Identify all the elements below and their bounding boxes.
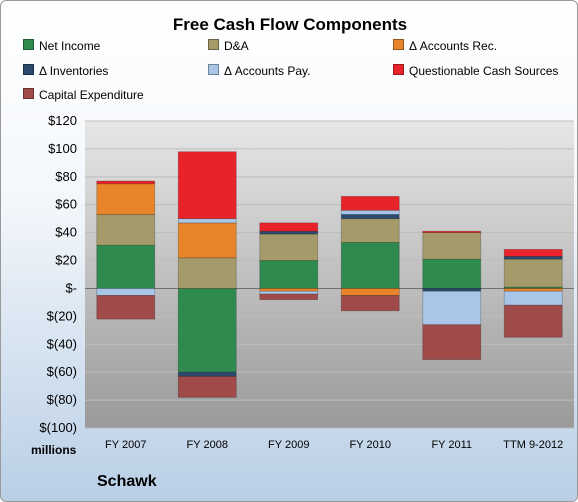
y-tick-label: $-: [65, 280, 77, 295]
bar-segment: [503, 248, 563, 257]
bar-segment: [340, 288, 400, 296]
bar-segment: [177, 151, 237, 220]
bar-segment: [503, 288, 563, 292]
x-tick-label: FY 2007: [105, 439, 146, 451]
bar-segment: [259, 260, 319, 289]
y-tick-label: $(40): [47, 336, 77, 351]
legend-label: Net Income: [39, 39, 101, 53]
bar-segment: [96, 288, 156, 296]
bar-segment: [177, 375, 237, 398]
bar-segment: [340, 195, 400, 211]
bar-segment: [177, 257, 237, 289]
bar-segment: [340, 218, 400, 243]
bar-segment: [96, 244, 156, 289]
bar-segment: [259, 288, 319, 292]
bar-segment: [96, 183, 156, 215]
x-tick-label: FY 2010: [350, 439, 391, 451]
plot-area: [85, 121, 574, 428]
bar-segment: [503, 290, 563, 306]
legend-label: Δ Accounts Rec.: [409, 39, 498, 53]
bar-segment: [422, 230, 482, 234]
chart-title: Free Cash Flow Components: [172, 15, 408, 34]
legend-swatch: [23, 64, 34, 75]
bar-segment: [96, 295, 156, 320]
legend-swatch: [23, 88, 34, 99]
y-tick-label: $(100): [39, 420, 77, 435]
bar-segment: [96, 180, 156, 185]
bar-segment: [503, 304, 563, 338]
legend-label: Capital Expenditure: [39, 88, 144, 102]
bar-segment: [259, 233, 319, 261]
bar-segment: [177, 222, 237, 259]
y-tick-label: $(20): [47, 308, 77, 323]
legend-item-da: D&A: [208, 39, 249, 53]
x-tick-label: FY 2011: [431, 439, 472, 451]
legend-item-accounts-pay: Δ Accounts Pay.: [208, 64, 311, 78]
y-tick-label: $(60): [47, 364, 77, 379]
bar-segment: [340, 295, 400, 312]
y-axis-unit-label: millions: [31, 443, 77, 457]
bar-segment: [340, 214, 400, 220]
bar-segment: [259, 293, 319, 301]
company-name: Schawk: [97, 473, 157, 490]
x-tick-label: FY 2009: [268, 439, 309, 451]
legend-label: Questionable Cash Sources: [409, 64, 559, 78]
bar-segment: [422, 288, 482, 292]
bar-segment: [259, 230, 319, 235]
legend-item-capex: Capital Expenditure: [23, 88, 144, 102]
bar-segment: [422, 290, 482, 326]
y-tick-label: $80: [55, 169, 77, 184]
legend-label: Δ Inventories: [39, 64, 109, 78]
legend-swatch: [393, 64, 404, 75]
bar-segment: [422, 258, 482, 289]
bar-segment: [259, 222, 319, 232]
bar-segment: [503, 255, 563, 260]
y-tick-label: $100: [48, 141, 77, 156]
chart-plot: $120 $100 $80 $60 $40 $20 $- $(20) $(40) $(60) $(8…: [39, 113, 574, 451]
legend-item-net-income: Net Income: [23, 39, 100, 53]
legend-swatch: [23, 39, 34, 50]
bar-segment: [177, 288, 237, 373]
bar-segment: [177, 371, 237, 377]
legend-label: D&A: [224, 39, 249, 53]
y-tick-label: $40: [55, 225, 77, 240]
bar-segment: [422, 232, 482, 260]
bar-segment: [503, 258, 563, 288]
legend-swatch: [393, 39, 404, 50]
y-tick-label: $60: [55, 197, 77, 212]
x-tick-label: TTM 9-2012: [503, 439, 563, 451]
legend-item-inventories: Δ Inventories: [23, 64, 108, 78]
y-tick-label: $120: [48, 113, 77, 128]
y-tick-label: $20: [55, 253, 77, 268]
bar-segment: [422, 324, 482, 361]
legend-item-questionable: Questionable Cash Sources: [393, 64, 558, 78]
bar-segment: [340, 209, 400, 215]
legend-label: Δ Accounts Pay.: [224, 64, 311, 78]
bar-segment: [340, 242, 400, 289]
y-tick-label: $(80): [47, 392, 77, 407]
legend-item-accounts-rec: Δ Accounts Rec.: [393, 39, 497, 53]
legend-swatch: [208, 39, 219, 50]
bar-segment: [259, 290, 319, 295]
bar-segment: [96, 214, 156, 246]
legend-swatch: [208, 64, 219, 75]
bar-segment: [177, 218, 237, 224]
x-tick-label: FY 2008: [187, 439, 228, 451]
